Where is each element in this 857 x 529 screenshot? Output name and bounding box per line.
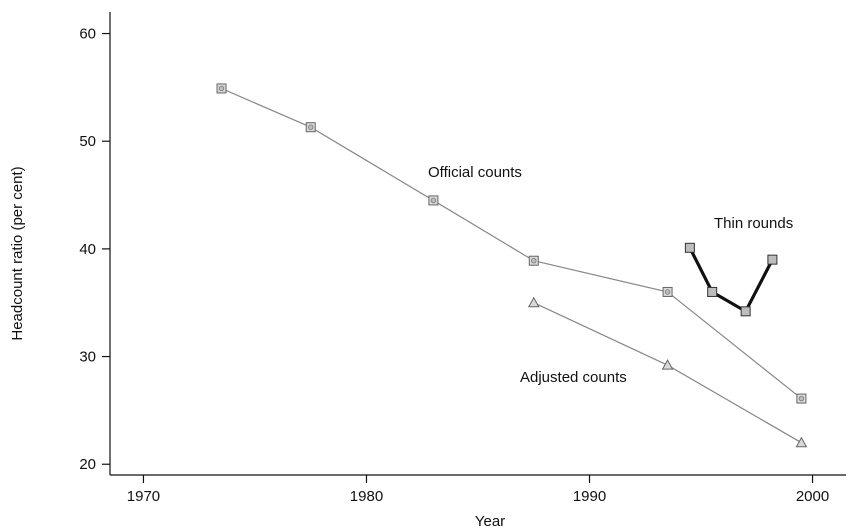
x-tick-label-2000: 2000 xyxy=(796,488,829,505)
data-point-thin-rounds-0 xyxy=(684,242,695,253)
data-point-official-counts-2-center xyxy=(430,197,437,204)
y-tick-label-30: 30 xyxy=(79,349,96,366)
x-tick-label-1980: 1980 xyxy=(350,488,383,505)
series-label-adjusted-counts: Adjusted counts xyxy=(520,369,627,386)
ticks: 20 30 40 50 60 1970 1980 1990 2000 xyxy=(79,26,829,505)
data-point-thin-rounds-2 xyxy=(740,306,751,317)
data-point-official-counts-0-center xyxy=(218,85,225,92)
y-tick-label-40: 40 xyxy=(79,241,96,258)
y-tick-label-20: 20 xyxy=(79,456,96,473)
data-point-thin-rounds-3 xyxy=(767,254,778,265)
data-point-official-counts-4-center xyxy=(664,289,671,295)
axes xyxy=(109,12,846,476)
labels-layer: Year Headcount ratio (per cent) Official… xyxy=(9,164,793,529)
y-tick-label-50: 50 xyxy=(79,133,96,150)
data-point-thin-rounds-1 xyxy=(707,286,718,297)
data-point-adjusted-counts-0 xyxy=(527,296,540,308)
series-line-thin-rounds xyxy=(688,247,774,314)
series-label-official-counts: Official counts xyxy=(428,164,522,181)
y-tick-label-60: 60 xyxy=(79,26,96,43)
data-point-adjusted-counts-1 xyxy=(661,359,674,370)
y-axis-title: Headcount ratio (per cent) xyxy=(9,166,26,340)
data-point-official-counts-3-center xyxy=(531,258,537,264)
series-label-thin-rounds: Thin rounds xyxy=(714,215,793,232)
x-tick-label-1990: 1990 xyxy=(573,488,606,505)
series-layer xyxy=(216,83,808,448)
data-point-official-counts-5-center xyxy=(798,395,805,402)
x-axis-title: Year xyxy=(475,513,505,529)
series-line-official-counts xyxy=(221,87,802,400)
data-point-official-counts-1-center xyxy=(308,124,314,130)
x-tick-label-1970: 1970 xyxy=(127,488,160,505)
data-point-adjusted-counts-2 xyxy=(795,436,808,448)
